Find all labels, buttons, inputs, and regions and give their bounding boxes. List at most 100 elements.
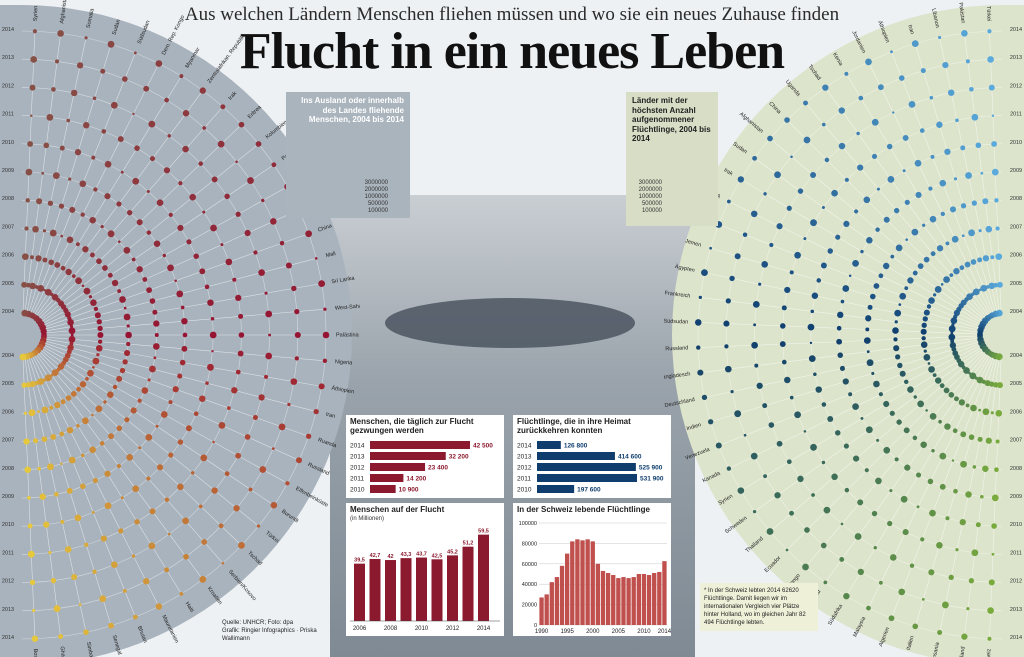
bubble-sri-lanka: [152, 309, 158, 315]
bubble-sudan: [100, 68, 106, 74]
bubble-tschad: [156, 464, 164, 471]
bubble-west-sahara: [97, 325, 103, 331]
y-tick-label: 20000: [522, 603, 537, 609]
bubble-tschad: [95, 405, 103, 413]
country-label: Mali: [325, 251, 336, 259]
bubble-china: [905, 238, 908, 241]
bubble-nigeria: [237, 350, 244, 357]
bubble-t-rkei: [103, 400, 107, 404]
bubble-pakistan: [177, 224, 184, 232]
bubble-china: [803, 136, 811, 144]
bubble-kenia: [886, 143, 893, 150]
bubble-china: [146, 287, 152, 293]
bubble-uganda: [803, 100, 808, 106]
year-ring: [697, 30, 1003, 640]
year-label: 2013: [2, 607, 14, 613]
bubble-zentralafrikan-republik: [132, 177, 140, 185]
bubble-thailand: [789, 510, 794, 516]
country-label: Indien: [686, 422, 702, 432]
year-label: 2012: [350, 465, 365, 472]
returnees-bars: 2014 126 800 2013 414 600 2012 525 900 2011 531…: [517, 441, 664, 494]
panel-title: Flüchtlinge, die in ihre Heimat zurückke…: [517, 417, 631, 435]
bubble-serbien-kosovo: [182, 517, 189, 525]
country-label: Nigeria: [335, 359, 354, 367]
bubble-venezuela: [927, 362, 931, 365]
bubble-schweiz: [995, 439, 1000, 444]
bubble-t-rkei: [991, 114, 995, 118]
bubble-s-dsudan: [950, 331, 954, 335]
country-label: Palästina: [336, 332, 360, 338]
bubble-deutschland: [895, 354, 901, 360]
bubble-venezuela: [743, 433, 747, 437]
bubble-haiti: [76, 423, 80, 428]
year-label: 2012: [2, 83, 14, 89]
bubble-zentralafrikan-republik: [182, 110, 190, 117]
bubble--thiopien: [890, 50, 893, 54]
bar: [537, 452, 615, 460]
bubble-frankreich: [752, 300, 760, 308]
bubble-schweden: [865, 426, 873, 434]
bubble-serbien-kosovo: [108, 433, 115, 440]
bubble-sudan: [107, 40, 115, 48]
bubble-indien: [897, 362, 903, 369]
bubble-frankreich: [837, 311, 844, 319]
year-label: 2006: [1010, 409, 1022, 415]
bubble-mali: [204, 284, 210, 290]
bubble-russland: [92, 365, 95, 369]
bubble-s-dsudan: [37, 285, 45, 292]
bubble-s-dsudan: [865, 327, 870, 332]
bubble-schweiz: [994, 467, 999, 472]
bubble-schweiz: [987, 636, 992, 641]
bubble-dem-rep-kongo: [80, 212, 85, 217]
bubble-t-rkei: [168, 452, 174, 458]
bubble-bhutan: [59, 431, 65, 437]
bubble-syrien: [835, 430, 841, 436]
bubble-somalia: [42, 229, 47, 233]
bubble-afghanistan: [46, 114, 54, 121]
bubble-syrien: [25, 198, 30, 203]
bubble-s-dsudan: [110, 101, 118, 109]
bubble-west-sahara: [126, 324, 130, 328]
bubble-kanada: [750, 452, 758, 460]
bubble-nigeria: [97, 339, 103, 344]
bubble-bhutan: [111, 561, 118, 569]
value-label: 45,2: [447, 549, 458, 555]
bubble-bosnien: [23, 438, 30, 445]
bubble-bosnien: [27, 550, 35, 558]
bubble-ruanda: [227, 406, 231, 410]
fan-background: [672, 5, 1024, 657]
bubble-afghanistan: [32, 225, 39, 233]
bubble-kamerun: [820, 262, 827, 269]
bubble-holland: [980, 494, 984, 499]
bar: [590, 541, 595, 625]
bubble-ruanda: [252, 415, 258, 420]
bubble-dem-rep-kongo: [66, 236, 74, 244]
bubble-dem-rep-kongo: [54, 262, 61, 268]
bubble-s-dsudan: [60, 234, 64, 238]
bubble-t-rkei: [987, 56, 994, 63]
year-label: 2007: [1010, 224, 1022, 230]
bubble-usa: [827, 248, 833, 254]
y-tick-label: 60000: [522, 562, 537, 568]
bar: [611, 575, 616, 625]
value-label: 10 900: [399, 487, 419, 494]
bubble-mali: [232, 277, 237, 282]
country-label: Äthiopien: [331, 385, 355, 396]
bubble-bosnien: [27, 496, 31, 500]
bubble-iran: [287, 402, 291, 407]
year-label: 2014: [350, 443, 365, 450]
bubble-bosnien: [27, 523, 33, 529]
bubble-kroatien: [149, 508, 156, 515]
bubble-russland: [779, 341, 786, 347]
bubble-thailand: [896, 419, 902, 425]
bubble-deutschland: [813, 372, 817, 377]
bubble-kolumbien: [123, 246, 131, 254]
bubble-pakistan: [224, 193, 230, 200]
bubble-kanada: [803, 430, 807, 433]
value-label: 42,5: [432, 553, 443, 559]
bubble-ecuador: [864, 468, 869, 473]
daily-displaced-panel: Menschen, die täglich zur Flucht gezwung…: [346, 415, 504, 498]
bubble-nigeria: [152, 343, 160, 350]
bubble-malaysia: [965, 403, 970, 408]
bubble-sudan: [49, 229, 57, 237]
